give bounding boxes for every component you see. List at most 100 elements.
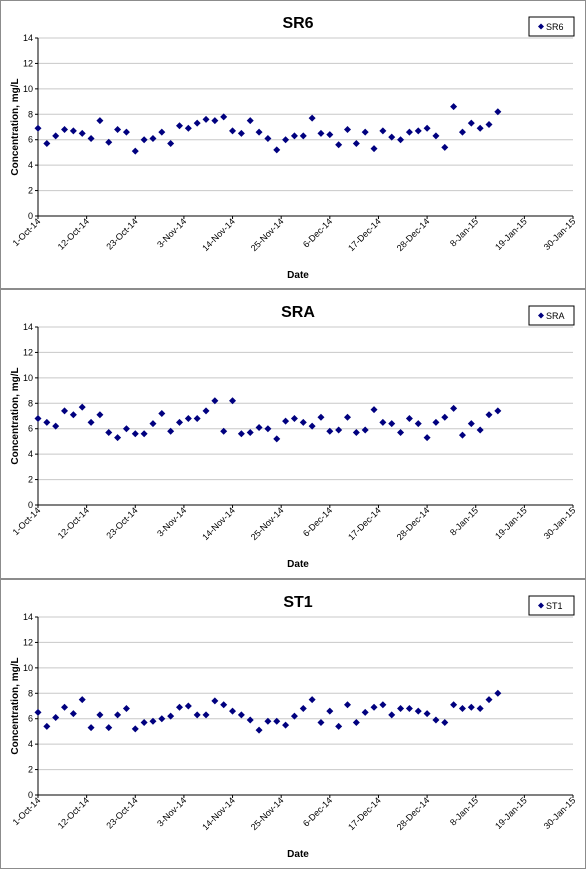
data-point [237, 711, 245, 719]
chart-title: SRA [281, 304, 315, 321]
data-point [34, 415, 42, 423]
x-axis-label: Date [287, 559, 309, 570]
x-tick-label: 19-Jan-15 [493, 505, 529, 541]
data-point [379, 701, 387, 709]
data-point [432, 418, 440, 426]
data-point [43, 722, 51, 730]
data-point [308, 696, 316, 704]
data-point [476, 705, 484, 713]
x-tick-label: 19-Jan-15 [493, 216, 529, 252]
x-tick-label: 12-Oct-14 [56, 216, 91, 251]
data-point [344, 701, 352, 709]
y-tick-label: 8 [28, 688, 33, 698]
data-point [211, 397, 219, 405]
x-tick-label: 17-Dec-14 [346, 795, 383, 832]
x-tick-label: 1-Oct-14 [11, 505, 43, 537]
data-point [167, 712, 175, 720]
data-point [105, 724, 113, 732]
data-point [193, 119, 201, 127]
data-point [246, 429, 254, 437]
y-tick-label: 14 [23, 33, 33, 43]
data-point [114, 126, 122, 134]
y-tick-label: 4 [28, 160, 33, 170]
data-point [264, 134, 272, 142]
data-point [290, 132, 298, 140]
data-point [397, 136, 405, 144]
data-point [273, 717, 281, 725]
data-point [485, 120, 493, 128]
data-point [335, 426, 343, 434]
data-point [344, 413, 352, 421]
x-tick-label: 3-Nov-14 [155, 216, 188, 249]
data-point [308, 422, 316, 430]
data-point [140, 136, 148, 144]
x-tick-label: 8-Jan-15 [448, 795, 480, 827]
data-point [467, 119, 475, 127]
x-tick-label: 17-Dec-14 [346, 216, 383, 253]
data-point [220, 113, 228, 121]
data-point [290, 712, 298, 720]
data-point [441, 719, 449, 727]
data-point [397, 429, 405, 437]
y-tick-label: 6 [28, 714, 33, 724]
x-tick-label: 23-Oct-14 [104, 795, 139, 830]
data-point [458, 705, 466, 713]
chart-panel-sra: SRA SRA 0 2 4 6 8 10 12 14 1-Oct-14 12-Oct-14 23-O… [0, 289, 586, 579]
y-axis-label: Concentration, mg/L [10, 367, 21, 464]
data-point [370, 145, 378, 153]
data-point [299, 132, 307, 140]
data-point [122, 705, 130, 713]
data-point [432, 716, 440, 724]
data-point [237, 430, 245, 438]
data-point [184, 124, 192, 132]
legend-label: ST1 [546, 601, 563, 611]
data-point [476, 124, 484, 132]
data-point [140, 430, 148, 438]
data-point [485, 411, 493, 419]
data-point [87, 134, 95, 142]
data-point [405, 128, 413, 136]
data-point [131, 725, 139, 733]
data-point [485, 696, 493, 704]
data-point [458, 128, 466, 136]
chart-svg: SRA SRA 0 2 4 6 8 10 12 14 1-Oct-14 12-Oct-14 23-O… [10, 304, 577, 570]
data-point [450, 404, 458, 412]
data-point [131, 430, 139, 438]
data-point [52, 132, 60, 140]
data-point [326, 131, 334, 139]
data-point [78, 129, 86, 137]
data-point [131, 147, 139, 155]
data-point [246, 117, 254, 125]
data-point [220, 701, 228, 709]
data-point [414, 127, 422, 135]
data-point [69, 127, 77, 135]
data-point [264, 717, 272, 725]
data-point [317, 719, 325, 727]
data-point [282, 721, 290, 729]
x-tick-label: 28-Dec-14 [395, 795, 432, 832]
data-point [450, 701, 458, 709]
data-point [423, 434, 431, 442]
data-point [414, 707, 422, 715]
data-point [467, 703, 475, 711]
data-point [397, 705, 405, 713]
data-point [388, 711, 396, 719]
chart-svg: SR6 SR6 0 2 4 6 8 10 12 14 1-Oct-14 12-Oct-14 23-O… [10, 15, 577, 281]
data-point [202, 115, 210, 123]
data-point [78, 696, 86, 704]
y-tick-label: 6 [28, 424, 33, 434]
x-tick-label: 28-Dec-14 [395, 505, 432, 542]
y-tick-label: 0 [28, 500, 33, 510]
y-tick-label: 2 [28, 475, 33, 485]
data-point [361, 426, 369, 434]
data-point [149, 134, 157, 142]
data-point [184, 415, 192, 423]
legend-marker-icon [538, 602, 544, 609]
data-point [193, 415, 201, 423]
x-tick-label: 12-Oct-14 [56, 505, 91, 540]
x-tick-label: 14-Nov-14 [200, 216, 237, 253]
x-tick-label: 8-Jan-15 [448, 505, 480, 537]
data-point [388, 133, 396, 141]
y-tick-label: 4 [28, 739, 33, 749]
data-point [211, 697, 219, 705]
